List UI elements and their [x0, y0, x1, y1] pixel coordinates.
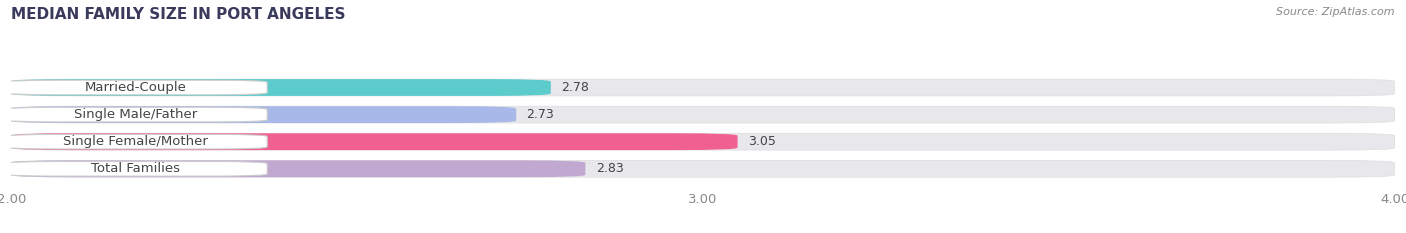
- Text: Single Female/Mother: Single Female/Mother: [63, 135, 208, 148]
- FancyBboxPatch shape: [4, 80, 267, 95]
- FancyBboxPatch shape: [11, 79, 551, 96]
- FancyBboxPatch shape: [11, 106, 516, 123]
- FancyBboxPatch shape: [11, 79, 1395, 96]
- FancyBboxPatch shape: [4, 134, 267, 149]
- FancyBboxPatch shape: [11, 160, 585, 177]
- Text: Total Families: Total Families: [91, 162, 180, 175]
- Text: Source: ZipAtlas.com: Source: ZipAtlas.com: [1277, 7, 1395, 17]
- Text: 2.73: 2.73: [527, 108, 554, 121]
- Text: Single Male/Father: Single Male/Father: [75, 108, 197, 121]
- FancyBboxPatch shape: [11, 133, 738, 150]
- FancyBboxPatch shape: [11, 160, 1395, 177]
- Text: 2.78: 2.78: [561, 81, 589, 94]
- Text: Married-Couple: Married-Couple: [84, 81, 187, 94]
- FancyBboxPatch shape: [4, 161, 267, 176]
- Text: MEDIAN FAMILY SIZE IN PORT ANGELES: MEDIAN FAMILY SIZE IN PORT ANGELES: [11, 7, 346, 22]
- Text: 2.83: 2.83: [596, 162, 623, 175]
- FancyBboxPatch shape: [11, 133, 1395, 150]
- FancyBboxPatch shape: [11, 106, 1395, 123]
- Text: 3.05: 3.05: [748, 135, 776, 148]
- FancyBboxPatch shape: [4, 107, 267, 122]
